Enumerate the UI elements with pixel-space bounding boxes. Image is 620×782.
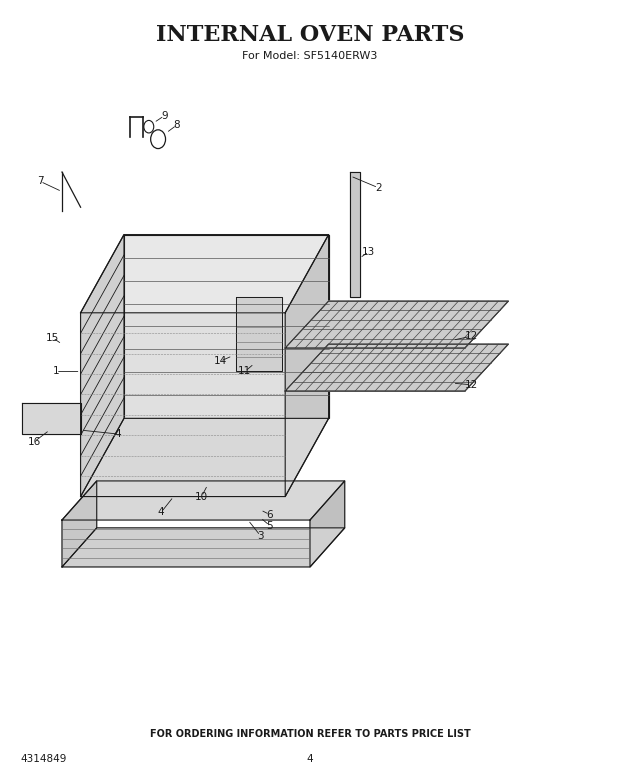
Polygon shape [62, 528, 345, 567]
Text: 14: 14 [213, 357, 227, 366]
Text: 6: 6 [267, 510, 273, 519]
Polygon shape [285, 301, 508, 348]
Text: 1: 1 [53, 367, 59, 376]
Text: 15: 15 [46, 333, 60, 343]
Polygon shape [350, 172, 360, 297]
Text: 5: 5 [267, 521, 273, 530]
Polygon shape [285, 235, 329, 497]
Text: 13: 13 [362, 247, 376, 256]
Text: 2: 2 [375, 183, 381, 192]
Polygon shape [81, 418, 329, 497]
Polygon shape [62, 481, 97, 567]
Text: 8: 8 [174, 120, 180, 130]
Text: 12: 12 [464, 332, 478, 341]
Polygon shape [285, 344, 508, 391]
Text: 10: 10 [195, 492, 208, 501]
Polygon shape [22, 403, 81, 434]
Text: For Model: SF5140ERW3: For Model: SF5140ERW3 [242, 52, 378, 61]
Polygon shape [81, 235, 124, 497]
Text: 4: 4 [158, 508, 164, 517]
Polygon shape [124, 235, 329, 418]
Text: FOR ORDERING INFORMATION REFER TO PARTS PRICE LIST: FOR ORDERING INFORMATION REFER TO PARTS … [149, 729, 471, 738]
Polygon shape [310, 481, 345, 567]
Text: 12: 12 [464, 380, 478, 389]
Text: INTERNAL OVEN PARTS: INTERNAL OVEN PARTS [156, 24, 464, 46]
Text: 11: 11 [238, 367, 252, 376]
Text: 3: 3 [257, 531, 264, 540]
Text: 7: 7 [37, 177, 43, 186]
Text: 16: 16 [27, 437, 41, 447]
Text: 4: 4 [115, 429, 121, 439]
Polygon shape [236, 297, 282, 371]
Text: 9: 9 [161, 111, 167, 120]
Polygon shape [62, 481, 345, 520]
Polygon shape [81, 235, 329, 313]
Text: 4: 4 [307, 754, 313, 763]
Text: 4314849: 4314849 [20, 754, 66, 763]
